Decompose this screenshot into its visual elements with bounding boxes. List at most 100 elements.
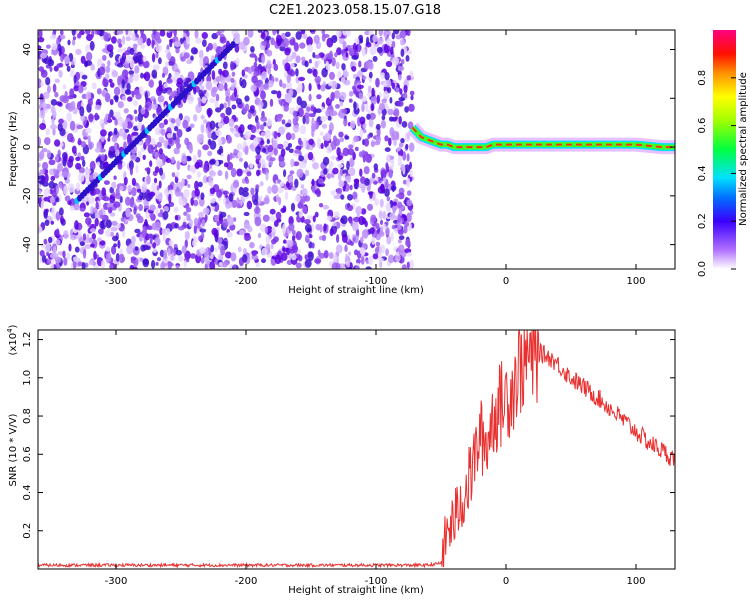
noise-blob: [335, 104, 340, 109]
noise-blob: [42, 161, 49, 171]
noise-blob: [344, 244, 348, 252]
noise-blob: [83, 212, 90, 218]
noise-blob: [320, 115, 328, 122]
noise-blob: [315, 223, 321, 231]
noise-blob: [297, 202, 304, 209]
noise-blob: [198, 235, 202, 242]
noise-blob: [376, 46, 383, 54]
noise-blob: [317, 84, 321, 90]
noise-blob: [304, 223, 312, 233]
noise-blob: [189, 123, 195, 129]
noise-blob: [355, 206, 363, 215]
noise-blob: [390, 185, 397, 191]
noise-blob: [223, 102, 228, 109]
noise-blob: [329, 71, 335, 80]
noise-blob: [324, 132, 332, 142]
noise-blob: [95, 201, 99, 210]
noise-blob: [100, 129, 107, 137]
noise-blob: [360, 176, 366, 184]
noise-blob: [193, 224, 197, 234]
noise-blob: [125, 30, 129, 36]
noise-blob: [133, 56, 140, 63]
noise-blob: [312, 162, 319, 170]
noise-blob: [391, 130, 399, 140]
noise-blob: [406, 75, 412, 81]
noise-blob: [113, 201, 121, 208]
noise-blob: [101, 91, 106, 97]
noise-blob: [59, 34, 66, 40]
noise-blob: [173, 41, 181, 47]
noise-blob: [317, 249, 321, 257]
noise-blob: [131, 32, 136, 41]
noise-blob: [165, 157, 171, 164]
noise-blob: [155, 261, 159, 266]
noise-blob: [242, 248, 247, 255]
noise-blob: [215, 107, 222, 113]
noise-blob: [184, 250, 191, 260]
noise-blob: [333, 194, 341, 200]
noise-blob: [283, 38, 290, 48]
noise-blob: [406, 153, 410, 162]
noise-blob: [263, 197, 270, 205]
noise-blob: [42, 181, 49, 187]
noise-blob: [276, 30, 280, 35]
noise-blob: [131, 131, 139, 136]
noise-blob: [361, 103, 365, 113]
noise-blob: [163, 249, 168, 260]
noise-blob: [125, 207, 131, 218]
noise-blob: [197, 181, 203, 188]
noise-blob: [40, 200, 44, 210]
noise-blob: [374, 198, 380, 206]
noise-blob: [157, 203, 162, 209]
noise-blob: [398, 74, 402, 81]
noise-blob: [85, 51, 93, 62]
noise-blob: [107, 60, 111, 67]
noise-blob: [329, 161, 334, 167]
noise-blob: [360, 236, 364, 244]
spectrogram-x-tick-label: 100: [626, 276, 645, 287]
noise-blob: [230, 77, 235, 83]
noise-blob: [89, 160, 96, 171]
noise-blob: [368, 71, 373, 79]
noise-blob: [105, 246, 111, 252]
noise-blob: [249, 162, 254, 169]
noise-blob: [325, 109, 332, 117]
noise-blob: [207, 108, 212, 118]
noise-blob: [149, 204, 156, 211]
noise-blob: [208, 176, 213, 184]
noise-blob: [144, 103, 149, 110]
noise-blob: [342, 169, 349, 175]
noise-blob: [132, 43, 138, 48]
noise-blob: [371, 141, 375, 147]
noise-blob: [274, 254, 282, 265]
noise-blob: [378, 210, 383, 220]
noise-blob: [124, 49, 131, 56]
noise-blob: [159, 209, 164, 215]
noise-blob: [349, 241, 354, 246]
noise-blob: [386, 154, 391, 162]
noise-blob: [44, 137, 51, 146]
noise-blob: [50, 220, 54, 225]
noise-blob: [136, 122, 143, 130]
noise-blob: [361, 229, 369, 239]
noise-blob: [174, 215, 179, 221]
noise-blob: [77, 32, 82, 39]
noise-blob: [300, 184, 305, 189]
noise-blob: [125, 55, 133, 63]
noise-blob: [224, 170, 229, 180]
noise-blob: [127, 96, 133, 102]
noise-blob: [88, 259, 94, 266]
noise-blob: [44, 173, 49, 183]
noise-blob: [183, 81, 189, 88]
noise-blob: [193, 217, 199, 227]
noise-blob: [117, 101, 124, 109]
noise-blob: [391, 40, 396, 49]
noise-blob: [362, 129, 367, 134]
noise-blob: [146, 38, 151, 47]
noise-blob: [52, 110, 57, 119]
noise-blob: [345, 175, 352, 183]
noise-blob: [168, 239, 174, 246]
noise-blob: [58, 118, 64, 124]
noise-blob: [175, 47, 180, 54]
